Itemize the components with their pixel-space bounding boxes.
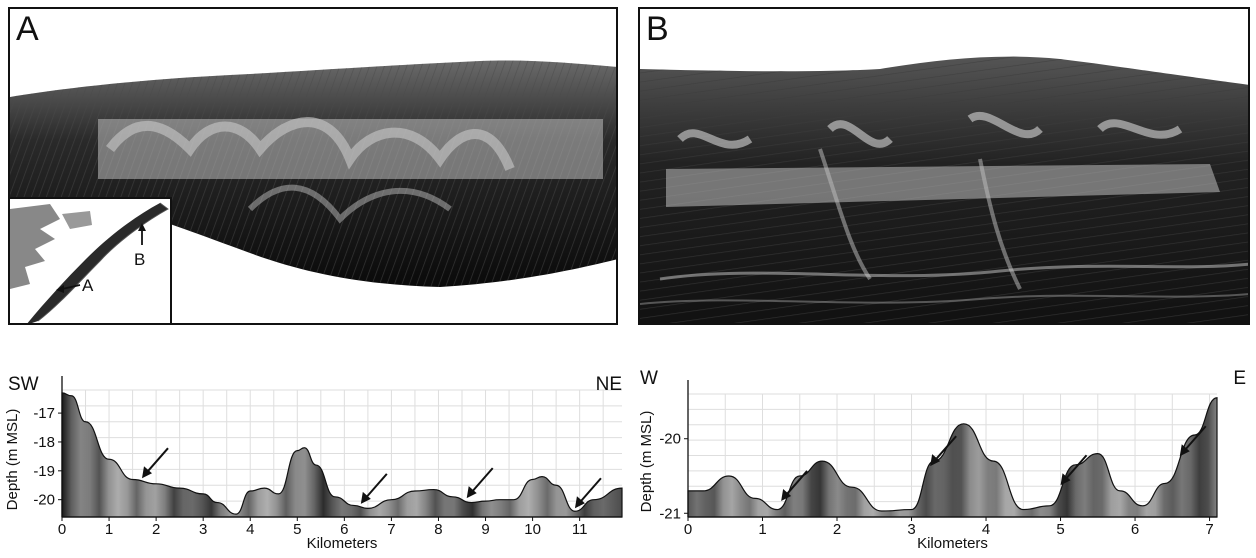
arrow-head [360, 491, 371, 504]
depth-profile-chart-b: 0 1 2 3 4 5 6 7 -20 -21 Kilometers Depth (m MSL) W E [634, 362, 1256, 558]
terrain-view-a: A B A [8, 7, 618, 325]
arrow-shaft [785, 470, 808, 496]
arrow-marker [930, 435, 957, 467]
x-tick-label: 0 [58, 521, 66, 538]
arrow-head [574, 496, 585, 509]
x-tick-label: 5 [293, 521, 301, 538]
x-tick-label: 11 [572, 521, 588, 538]
profile-plot-a: 0 1 2 3 4 5 6 7 8 9 10 11 -17 -18 -19 -20 Kilometers Dept… [4, 374, 623, 552]
x-tick-label: 4 [246, 521, 254, 538]
profile-track-a [98, 119, 603, 179]
arrow-marker [142, 447, 169, 479]
arrow-marker [1179, 425, 1207, 457]
terrain-view-b: B [638, 7, 1250, 325]
arrow-shaft [934, 435, 957, 461]
arrow-marker [781, 470, 808, 501]
inset-label-a: A [82, 276, 94, 295]
arrow-shaft [1064, 454, 1088, 480]
x-tick-label: 6 [1131, 521, 1139, 538]
y-axis-label: Depth (m MSL) [638, 411, 655, 513]
direction-label-left: W [640, 368, 658, 389]
direction-label-right: NE [596, 374, 622, 395]
y-tick-label: -21 [659, 505, 681, 522]
x-tick-label: 1 [105, 521, 113, 538]
depth-profile-area [687, 397, 1218, 518]
y-tick-label: -20 [33, 492, 55, 509]
x-axis-label: Kilometers [307, 535, 378, 552]
x-tick-label: 3 [199, 521, 207, 538]
direction-label-left: SW [8, 374, 39, 395]
arrow-marker [1060, 454, 1088, 486]
panel-label-b: B [646, 10, 669, 48]
y-tick-label: -20 [659, 431, 681, 448]
x-tick-label: 5 [1056, 521, 1064, 538]
x-tick-label: 9 [481, 521, 489, 538]
location-inset-map: B A [10, 197, 172, 323]
profile-plot-b: 0 1 2 3 4 5 6 7 -20 -21 Kilometers Depth (m MSL) W E [638, 368, 1246, 552]
x-axis-label: Kilometers [917, 535, 988, 552]
x-tick-label: 8 [434, 521, 442, 538]
profile-track-b [666, 164, 1220, 207]
arrow-head [930, 454, 941, 467]
x-tick-label: 7 [1205, 521, 1213, 538]
arrow-shaft [365, 473, 388, 499]
arrow-head [1179, 444, 1190, 457]
x-tick-label: 2 [152, 521, 160, 538]
arrow-head [781, 488, 792, 501]
arrow-marker [574, 477, 602, 509]
y-tick-label: -19 [33, 463, 55, 480]
terrain-image-a [10, 60, 616, 287]
panel-label-a: A [16, 10, 39, 48]
terrain-image-b [640, 56, 1248, 323]
arrow-head [1060, 473, 1071, 486]
x-tick-label: 6 [340, 521, 348, 538]
arrow-shaft [1183, 425, 1207, 451]
x-tick-label: 7 [387, 521, 395, 538]
y-axis-label: Depth (m MSL) [4, 409, 21, 511]
x-tick-label: 4 [982, 521, 990, 538]
depth-profile-area [61, 392, 623, 518]
x-tick-label: 3 [907, 521, 915, 538]
y-tick-label: -18 [33, 434, 55, 451]
x-tick-label: 1 [758, 521, 766, 538]
direction-label-right: E [1233, 368, 1246, 389]
x-tick-label: 10 [524, 521, 541, 538]
depth-profile-chart-a: 0 1 2 3 4 5 6 7 8 9 10 11 -17 -18 -19 -20 Kilometers Dept… [0, 362, 632, 558]
arrow-marker [360, 473, 388, 504]
x-tick-label: 0 [684, 521, 692, 538]
arrow-shaft [470, 467, 494, 493]
arrow-shaft [579, 477, 602, 503]
arrow-head [466, 486, 477, 499]
inset-label-b: B [134, 250, 145, 269]
arrow-marker [466, 467, 494, 499]
arrow-head [142, 466, 152, 479]
y-tick-label: -17 [33, 405, 55, 422]
arrow-shaft [146, 447, 169, 473]
x-tick-label: 2 [833, 521, 841, 538]
